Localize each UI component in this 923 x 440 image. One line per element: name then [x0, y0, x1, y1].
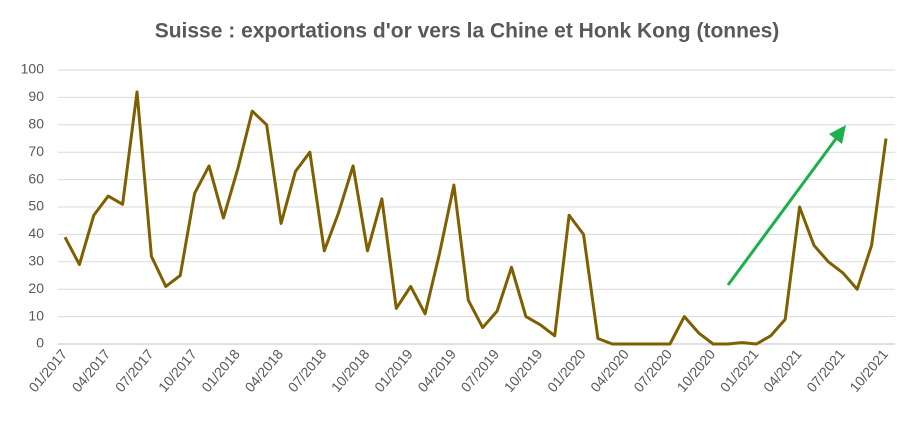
y-tick-label: 40: [28, 225, 44, 241]
data-line: [63, 90, 888, 346]
x-tick-label: 07/2018: [285, 346, 330, 395]
plot: [63, 90, 888, 346]
annotation-arrow: [726, 125, 846, 286]
x-tick-label: 10/2019: [501, 346, 546, 395]
x-tick-label: 01/2018: [198, 346, 243, 395]
x-tick-label: 10/2017: [155, 346, 200, 395]
y-tick-label: 60: [28, 170, 44, 186]
arrow-head: [829, 125, 846, 144]
y-tick-label: 70: [28, 143, 44, 159]
x-tick-label: 01/2017: [25, 346, 70, 395]
x-tick-label: 07/2019: [457, 346, 502, 395]
x-tick-label: 10/2021: [846, 346, 891, 395]
x-tick-label: 01/2020: [544, 346, 589, 395]
chart-title: Suisse : exportations d'or vers la Chine…: [155, 20, 780, 43]
arrow-shaft: [726, 135, 840, 286]
x-tick-label: 07/2017: [112, 346, 157, 395]
y-tick-label: 100: [21, 61, 45, 77]
y-tick-label: 10: [28, 307, 44, 323]
x-tick-label: 10/2018: [328, 346, 373, 395]
x-tick-label: 04/2020: [587, 346, 632, 395]
x-tick-label: 01/2019: [371, 346, 416, 395]
y-tick-label: 80: [28, 116, 44, 132]
x-tick-label: 07/2020: [630, 346, 675, 395]
x-tick-label: 04/2018: [241, 346, 286, 395]
y-tick-label: 20: [28, 280, 44, 296]
x-tick-label: 04/2017: [69, 346, 114, 395]
y-tick-label: 0: [36, 335, 44, 351]
x-tick-label: 01/2021: [717, 346, 762, 395]
x-tick-label: 07/2021: [803, 346, 848, 395]
y-tick-label: 90: [28, 88, 44, 104]
y-tick-label: 30: [28, 253, 44, 269]
x-tick-label: 04/2019: [414, 346, 459, 395]
x-tick-label: 04/2021: [760, 346, 805, 395]
x-tick-label: 10/2020: [674, 346, 719, 395]
y-tick-label: 50: [28, 198, 44, 214]
